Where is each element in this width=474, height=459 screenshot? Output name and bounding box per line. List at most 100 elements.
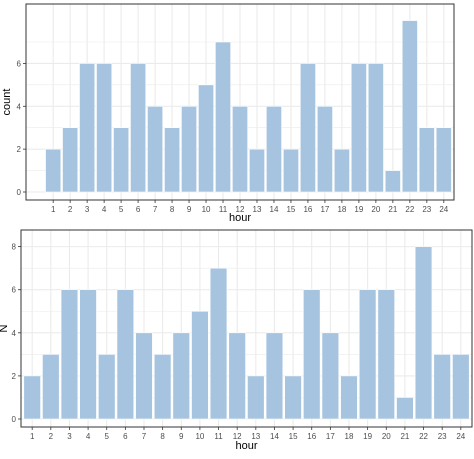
bar-hour-17 [321,332,340,420]
bar-hour-5 [98,354,116,420]
bar-hour-20 [377,289,395,420]
x-tick-label: 15 [286,205,295,214]
bar-hour-12 [228,332,246,420]
bar-hour-22 [414,246,433,420]
bar-hour-18 [333,148,350,193]
x-tick-label: 7 [153,205,158,214]
y-tick-label: 4 [12,329,17,338]
y-axis-title: N [0,324,10,332]
x-tick-label: 21 [388,205,397,214]
x-tick-label: 4 [102,205,107,214]
x-tick-label: 24 [439,205,448,214]
x-tick-label: 8 [170,205,175,214]
bar-hour-3 [79,63,96,193]
x-tick-label: 6 [136,205,141,214]
y-tick-label: 6 [17,59,22,68]
x-tick-label: 16 [303,205,312,214]
x-tick-label: 5 [119,205,124,214]
bar-hour-14 [266,105,282,193]
x-tick-label: 12 [233,432,242,441]
x-tick-label: 5 [105,432,110,441]
bar-hour-16 [303,289,321,420]
bar-hour-24 [435,127,452,193]
x-tick-label: 22 [419,432,428,441]
bar-hour-9 [181,105,197,193]
bar-hour-3 [60,289,79,420]
bar-hour-7 [147,105,164,193]
bar-hour-4 [96,63,113,193]
x-axis-title: hour [235,440,257,452]
x-tick-label: 1 [51,205,56,214]
bar-hour-13 [247,375,265,420]
x-tick-label: 18 [345,432,354,441]
x-tick-label: 4 [86,432,91,441]
bar-hour-6 [116,289,135,420]
y-axis-title: count [1,89,13,116]
x-tick-label: 22 [405,205,414,214]
bar-hour-20 [367,63,384,193]
bar-hour-1 [45,148,62,193]
x-tick-label: 2 [68,205,73,214]
bar-hour-23 [418,127,435,193]
x-tick-label: 17 [326,432,335,441]
y-tick-label: 2 [17,145,22,154]
x-tick-label: 24 [456,432,465,441]
bar-hour-22 [401,20,418,193]
y-tick-label: 4 [17,102,22,111]
bar-hour-8 [164,127,181,193]
y-tick-label: 0 [17,188,22,197]
bar-hour-24 [452,354,470,420]
y-tick-label: 6 [12,286,17,295]
bar-hour-16 [299,63,316,193]
x-tick-label: 19 [354,205,363,214]
x-tick-label: 20 [382,432,391,441]
x-tick-label: 10 [202,205,211,214]
bar-hour-19 [358,289,377,420]
y-tick-label: 0 [12,415,17,424]
bar-hour-11 [209,267,228,420]
x-tick-label: 6 [123,432,128,441]
x-tick-label: 19 [363,432,372,441]
bar-hour-23 [433,354,451,420]
bar-hour-12 [232,105,248,193]
bar-hour-7 [135,332,153,420]
x-tick-label: 10 [195,432,204,441]
bar-hour-10 [198,84,214,193]
bar-hour-15 [284,375,302,420]
x-tick-label: 18 [337,205,346,214]
bar-hour-5 [113,127,130,193]
x-tick-label: 3 [85,205,90,214]
bar-hour-21 [396,397,414,420]
x-tick-label: 13 [251,432,260,441]
x-tick-label: 14 [270,432,279,441]
x-tick-label: 2 [49,432,54,441]
x-tick-label: 13 [253,205,262,214]
x-tick-label: 23 [438,432,447,441]
bar-hour-2 [62,127,79,193]
bar-hour-2 [42,354,60,420]
bar-hour-13 [249,148,265,193]
x-tick-label: 16 [307,432,316,441]
bar-hour-21 [384,170,401,193]
x-tick-label: 15 [289,432,298,441]
x-tick-label: 21 [400,432,409,441]
bar-hour-9 [172,332,190,420]
x-tick-label: 12 [236,205,245,214]
bar-hour-10 [191,310,209,420]
x-axis-title: hour [229,212,251,224]
bar-hour-14 [265,332,284,420]
bar-hour-17 [316,105,333,193]
x-tick-label: 7 [142,432,147,441]
bar-hour-8 [153,354,172,420]
bar-hour-1 [23,375,41,420]
x-tick-label: 9 [187,205,192,214]
bar-hour-19 [350,63,367,193]
x-tick-label: 11 [219,205,228,214]
bar-hour-6 [130,63,147,193]
bar-hour-18 [340,375,358,420]
panel-border [25,3,455,201]
bar-hour-4 [79,289,97,420]
